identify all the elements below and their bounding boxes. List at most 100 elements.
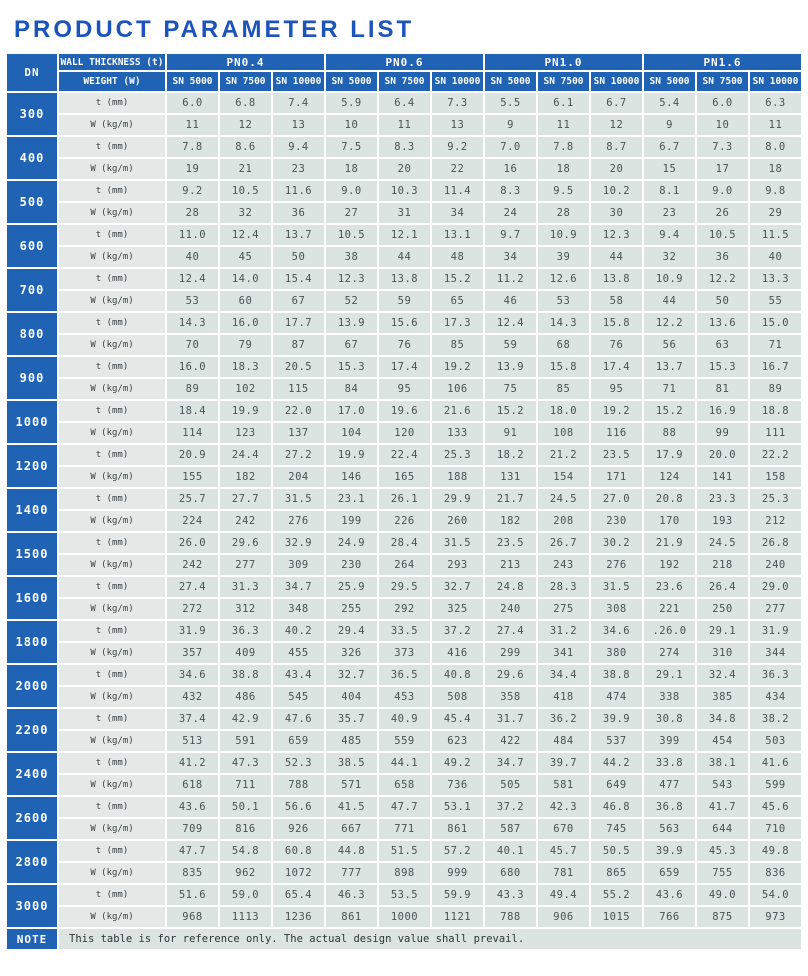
weight-value-1: 277 [220, 555, 271, 575]
weight-value-6: 46 [485, 291, 536, 311]
weight-value-3: 861 [326, 907, 377, 927]
weight-value-4: 453 [379, 687, 430, 707]
thickness-value-5: 31.5 [432, 533, 483, 553]
weight-value-0: 513 [167, 731, 218, 751]
weight-value-9: 563 [644, 819, 695, 839]
thickness-value-11: 6.3 [750, 93, 801, 113]
dn-header: DN [7, 54, 57, 91]
thickness-value-8: 23.5 [591, 445, 642, 465]
weight-value-2: 659 [273, 731, 324, 751]
weight-value-6: 24 [485, 203, 536, 223]
thickness-value-6: 27.4 [485, 621, 536, 641]
thickness-row-label: t (mm) [59, 401, 165, 421]
thickness-value-0: 47.7 [167, 841, 218, 861]
thickness-value-5: 13.1 [432, 225, 483, 245]
weight-value-4: 898 [379, 863, 430, 883]
row-dn2200-thickness: 2200 t (mm) 37.4 42.9 47.6 35.7 40.9 45.4 31.7 36… [7, 709, 801, 751]
weight-value-9: 192 [644, 555, 695, 575]
weight-value-9: 32 [644, 247, 695, 267]
thickness-value-11: 22.2 [750, 445, 801, 465]
weight-value-10: 141 [697, 467, 748, 487]
weight-value-5: 133 [432, 423, 483, 443]
weight-value-11: 89 [750, 379, 801, 399]
sn-column-header-0-1: SN 7500 [220, 72, 271, 91]
weight-value-7: 906 [538, 907, 589, 927]
weight-value-6: 213 [485, 555, 536, 575]
thickness-value-10: 12.2 [697, 269, 748, 289]
thickness-value-6: 13.9 [485, 357, 536, 377]
thickness-value-9: 33.8 [644, 753, 695, 773]
weight-value-3: 84 [326, 379, 377, 399]
sn-column-header-3-1: SN 7500 [697, 72, 748, 91]
weight-value-10: 454 [697, 731, 748, 751]
thickness-value-5: 19.2 [432, 357, 483, 377]
weight-value-10: 218 [697, 555, 748, 575]
weight-value-10: 26 [697, 203, 748, 223]
thickness-value-6: 21.7 [485, 489, 536, 509]
thickness-value-9: .26.0 [644, 621, 695, 641]
weight-value-0: 89 [167, 379, 218, 399]
thickness-value-1: 24.4 [220, 445, 271, 465]
weight-value-4: 59 [379, 291, 430, 311]
row-dn2800-weight: W (kg/m) 835 962 1072 777 898 999 680 781 865 659 7… [7, 863, 801, 883]
weight-value-5: 65 [432, 291, 483, 311]
thickness-value-6: 34.7 [485, 753, 536, 773]
thickness-value-8: 39.9 [591, 709, 642, 729]
weight-value-2: 50 [273, 247, 324, 267]
row-dn1800-thickness: 1800 t (mm) 31.9 36.3 40.2 29.4 33.5 37.2 27.4 31… [7, 621, 801, 663]
weight-value-1: 591 [220, 731, 271, 751]
weight-value-0: 618 [167, 775, 218, 795]
weight-value-3: 18 [326, 159, 377, 179]
row-dn2000-weight: W (kg/m) 432 486 545 404 453 508 358 418 474 338 38… [7, 687, 801, 707]
thickness-value-1: 59.0 [220, 885, 271, 905]
thickness-value-4: 26.1 [379, 489, 430, 509]
weight-value-4: 559 [379, 731, 430, 751]
weight-value-2: 276 [273, 511, 324, 531]
weight-value-2: 115 [273, 379, 324, 399]
thickness-value-11: 15.0 [750, 313, 801, 333]
dn-value: 2800 [7, 841, 57, 883]
weight-value-11: 29 [750, 203, 801, 223]
weight-value-4: 76 [379, 335, 430, 355]
row-dn1800-weight: W (kg/m) 357 409 455 326 373 416 299 341 380 274 31… [7, 643, 801, 663]
thickness-value-5: 53.1 [432, 797, 483, 817]
weight-value-5: 13 [432, 115, 483, 135]
thickness-row-label: t (mm) [59, 665, 165, 685]
thickness-value-10: 13.6 [697, 313, 748, 333]
weight-value-2: 455 [273, 643, 324, 663]
thickness-value-2: 43.4 [273, 665, 324, 685]
weight-value-11: 434 [750, 687, 801, 707]
thickness-value-8: 46.8 [591, 797, 642, 817]
thickness-value-3: 9.0 [326, 181, 377, 201]
weight-value-7: 11 [538, 115, 589, 135]
thickness-value-2: 34.7 [273, 577, 324, 597]
thickness-value-0: 9.2 [167, 181, 218, 201]
thickness-value-4: 29.5 [379, 577, 430, 597]
page-title: PRODUCT PARAMETER LIST [14, 16, 415, 43]
thickness-value-1: 8.6 [220, 137, 271, 157]
thickness-value-8: 12.3 [591, 225, 642, 245]
thickness-value-6: 8.3 [485, 181, 536, 201]
thickness-value-3: 25.9 [326, 577, 377, 597]
thickness-value-0: 31.9 [167, 621, 218, 641]
weight-value-9: 338 [644, 687, 695, 707]
wall-thickness-header: WALL THICKNESS (t) [59, 54, 165, 70]
thickness-value-5: 29.9 [432, 489, 483, 509]
weight-value-8: 76 [591, 335, 642, 355]
thickness-value-11: 29.0 [750, 577, 801, 597]
thickness-value-0: 7.8 [167, 137, 218, 157]
thickness-value-8: 10.2 [591, 181, 642, 201]
weight-value-1: 102 [220, 379, 271, 399]
weight-value-2: 545 [273, 687, 324, 707]
weight-row-label: W (kg/m) [59, 247, 165, 267]
weight-value-11: 71 [750, 335, 801, 355]
thickness-value-1: 16.0 [220, 313, 271, 333]
weight-value-4: 11 [379, 115, 430, 135]
thickness-row-label: t (mm) [59, 709, 165, 729]
weight-value-6: 91 [485, 423, 536, 443]
weight-value-10: 644 [697, 819, 748, 839]
row-dn600-thickness: 600 t (mm) 11.0 12.4 13.7 10.5 12.1 13.1 9.7 10.9… [7, 225, 801, 267]
thickness-value-4: 36.5 [379, 665, 430, 685]
thickness-value-6: 43.3 [485, 885, 536, 905]
dn-value: 1000 [7, 401, 57, 443]
